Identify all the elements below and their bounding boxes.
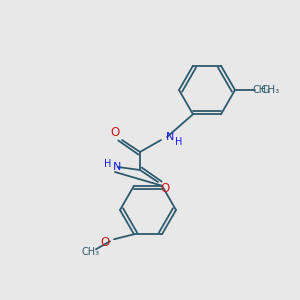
Text: N: N	[113, 162, 121, 172]
Text: N: N	[166, 132, 174, 142]
Text: O: O	[110, 127, 120, 140]
Text: O: O	[160, 182, 169, 196]
Text: H: H	[175, 137, 183, 147]
Text: O: O	[100, 236, 109, 249]
Text: H: H	[104, 159, 112, 169]
Text: CH₃: CH₃	[260, 85, 279, 95]
Text: CH₃: CH₃	[253, 85, 271, 95]
Text: CH₃: CH₃	[82, 247, 100, 257]
